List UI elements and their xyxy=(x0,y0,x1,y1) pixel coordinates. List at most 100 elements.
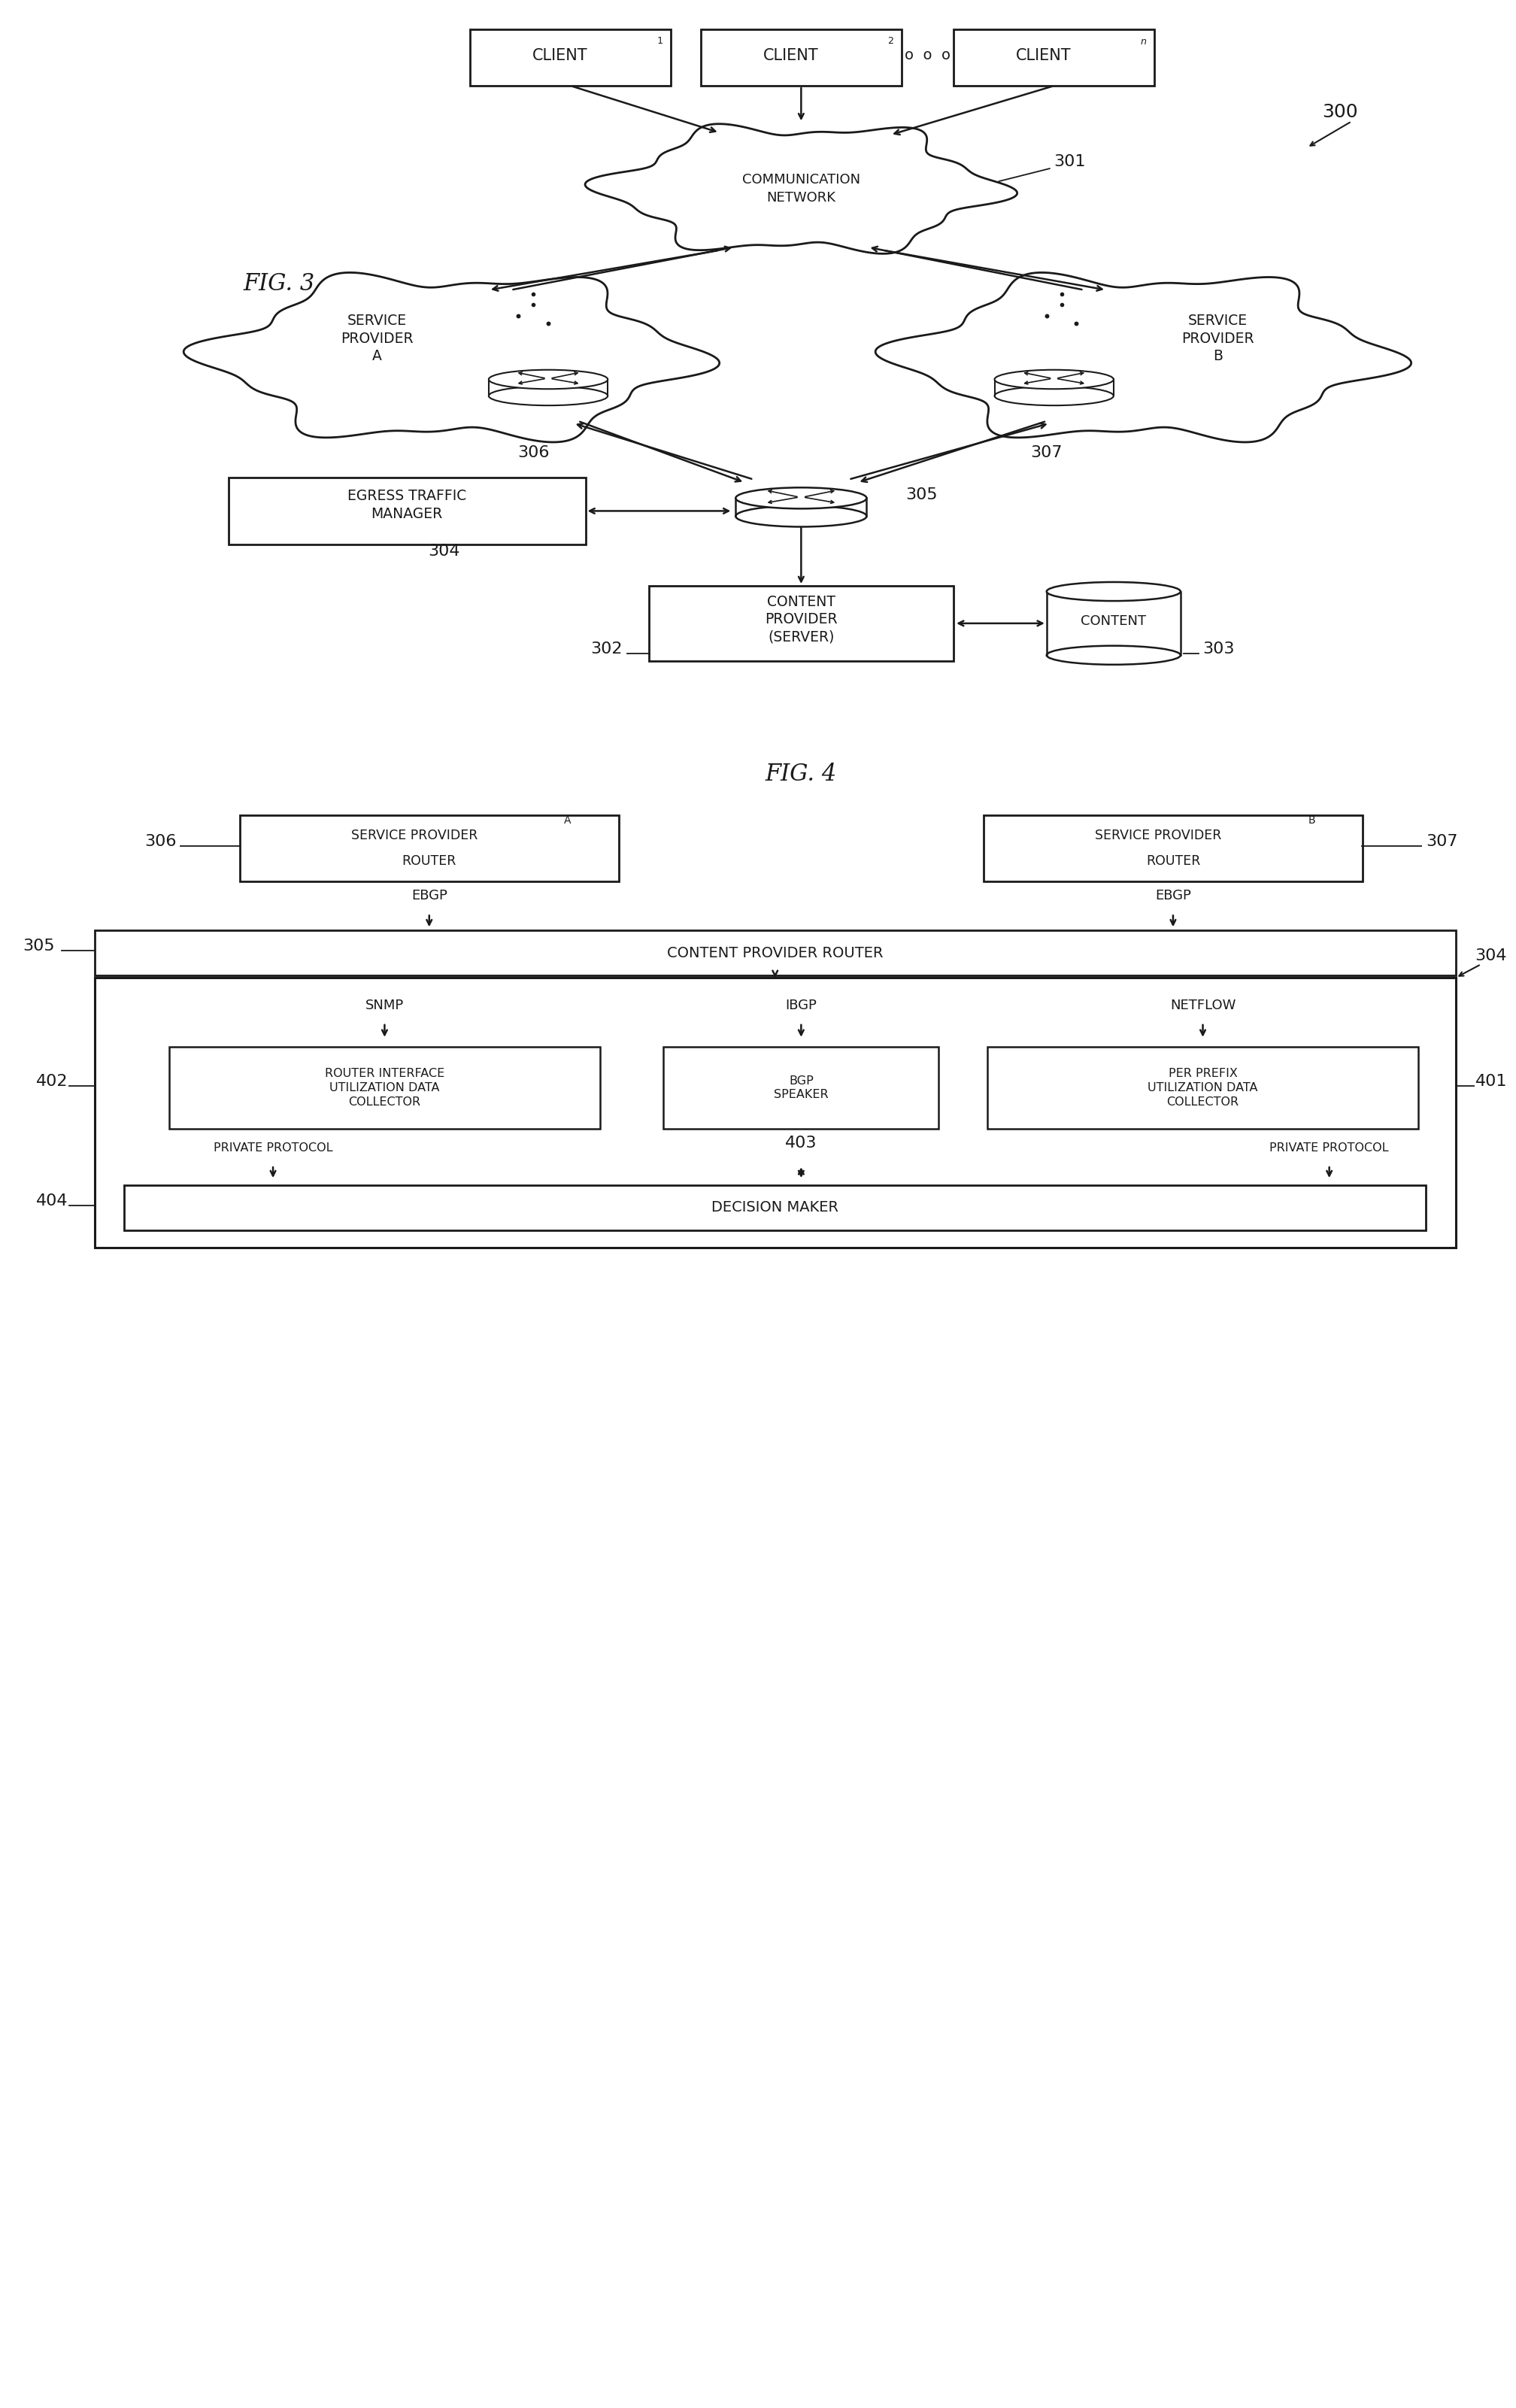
Text: CLIENT: CLIENT xyxy=(1016,48,1072,63)
Text: CONTENT PROVIDER ROUTER: CONTENT PROVIDER ROUTER xyxy=(667,946,884,961)
FancyBboxPatch shape xyxy=(664,1047,938,1129)
Ellipse shape xyxy=(256,330,394,378)
Ellipse shape xyxy=(509,330,647,378)
FancyBboxPatch shape xyxy=(1046,592,1181,655)
Ellipse shape xyxy=(948,330,1085,378)
Text: CLIENT: CLIENT xyxy=(763,48,819,63)
Ellipse shape xyxy=(1228,352,1358,395)
Ellipse shape xyxy=(488,371,608,390)
Ellipse shape xyxy=(434,311,617,373)
Text: $_2$: $_2$ xyxy=(887,31,894,46)
Text: 305: 305 xyxy=(905,489,937,503)
Ellipse shape xyxy=(520,335,669,388)
FancyBboxPatch shape xyxy=(994,380,1114,395)
Ellipse shape xyxy=(870,183,975,217)
Text: 303: 303 xyxy=(1202,641,1234,657)
Ellipse shape xyxy=(714,144,870,195)
Ellipse shape xyxy=(236,352,367,395)
Text: ROUTER INTERFACE
UTILIZATION DATA
COLLECTOR: ROUTER INTERFACE UTILIZATION DATA COLLEC… xyxy=(324,1069,444,1108)
Text: EBGP: EBGP xyxy=(1155,889,1192,903)
Ellipse shape xyxy=(271,315,631,409)
Ellipse shape xyxy=(343,299,537,364)
FancyBboxPatch shape xyxy=(94,978,1455,1247)
Text: ROUTER: ROUTER xyxy=(1146,855,1201,867)
Text: $_1$: $_1$ xyxy=(656,31,662,46)
Text: 404: 404 xyxy=(36,1194,68,1209)
Text: 401: 401 xyxy=(1475,1074,1507,1088)
Text: 403: 403 xyxy=(785,1137,817,1151)
Text: 305: 305 xyxy=(23,939,55,954)
Text: 300: 300 xyxy=(1322,104,1358,120)
Text: PRIVATE PROTOCOL: PRIVATE PROTOCOL xyxy=(214,1141,332,1153)
Ellipse shape xyxy=(235,335,382,388)
Ellipse shape xyxy=(994,371,1114,390)
Text: SNMP: SNMP xyxy=(365,999,403,1011)
Ellipse shape xyxy=(847,166,960,205)
Ellipse shape xyxy=(929,352,1058,395)
FancyBboxPatch shape xyxy=(987,1047,1419,1129)
Text: o  o  o: o o o xyxy=(905,48,951,63)
Ellipse shape xyxy=(1046,645,1181,665)
Text: DECISION MAKER: DECISION MAKER xyxy=(711,1202,838,1216)
Text: PRIVATE PROTOCOL: PRIVATE PROTOCOL xyxy=(1270,1141,1389,1153)
Text: ROUTER: ROUTER xyxy=(402,855,456,867)
Text: 307: 307 xyxy=(1427,833,1458,850)
Ellipse shape xyxy=(994,385,1114,405)
Text: SERVICE
PROVIDER
A: SERVICE PROVIDER A xyxy=(341,313,414,364)
FancyBboxPatch shape xyxy=(229,477,585,544)
Ellipse shape xyxy=(1125,311,1310,373)
Ellipse shape xyxy=(488,385,608,405)
FancyBboxPatch shape xyxy=(470,29,672,87)
Ellipse shape xyxy=(643,166,755,205)
Ellipse shape xyxy=(656,157,946,229)
Text: CLIENT: CLIENT xyxy=(532,48,588,63)
Text: 304: 304 xyxy=(428,544,459,559)
Ellipse shape xyxy=(1201,330,1339,378)
Ellipse shape xyxy=(626,173,746,212)
Text: CONTENT
PROVIDER
(SERVER): CONTENT PROVIDER (SERVER) xyxy=(764,595,837,645)
Text: FIG. 4: FIG. 4 xyxy=(766,763,837,785)
Ellipse shape xyxy=(926,335,1075,388)
Text: COMMUNICATION
NETWORK: COMMUNICATION NETWORK xyxy=(741,173,860,205)
Text: $_n$: $_n$ xyxy=(1140,31,1146,46)
Text: 302: 302 xyxy=(591,641,623,657)
FancyBboxPatch shape xyxy=(649,585,954,660)
Ellipse shape xyxy=(787,154,935,200)
Text: EGRESS TRAFFIC
MANAGER: EGRESS TRAFFIC MANAGER xyxy=(347,489,467,520)
Ellipse shape xyxy=(1213,335,1360,388)
FancyBboxPatch shape xyxy=(700,29,902,87)
Text: SERVICE PROVIDER: SERVICE PROVIDER xyxy=(1095,828,1222,843)
Ellipse shape xyxy=(537,352,666,395)
Ellipse shape xyxy=(628,183,732,217)
Text: SERVICE
PROVIDER
B: SERVICE PROVIDER B xyxy=(1181,313,1254,364)
Ellipse shape xyxy=(966,308,1160,376)
Text: FIG. 3: FIG. 3 xyxy=(243,272,315,296)
Ellipse shape xyxy=(274,308,467,376)
Text: SERVICE PROVIDER: SERVICE PROVIDER xyxy=(352,828,478,843)
Text: B: B xyxy=(1308,814,1314,826)
Text: 301: 301 xyxy=(1054,154,1085,169)
Text: IBGP: IBGP xyxy=(785,999,817,1011)
FancyBboxPatch shape xyxy=(984,816,1363,881)
Text: 307: 307 xyxy=(1031,445,1063,460)
Ellipse shape xyxy=(1035,299,1228,364)
Ellipse shape xyxy=(857,173,976,212)
Text: NETFLOW: NETFLOW xyxy=(1170,999,1236,1011)
Ellipse shape xyxy=(658,152,814,202)
FancyBboxPatch shape xyxy=(488,380,608,395)
Text: BGP
SPEAKER: BGP SPEAKER xyxy=(773,1076,828,1100)
Text: CONTENT: CONTENT xyxy=(1081,614,1146,628)
Text: 304: 304 xyxy=(1475,949,1507,963)
FancyBboxPatch shape xyxy=(735,498,867,515)
FancyBboxPatch shape xyxy=(240,816,619,881)
FancyBboxPatch shape xyxy=(94,929,1455,975)
Ellipse shape xyxy=(735,506,867,527)
Ellipse shape xyxy=(1046,583,1181,602)
Text: A: A xyxy=(564,814,572,826)
FancyBboxPatch shape xyxy=(954,29,1155,87)
Ellipse shape xyxy=(735,486,867,508)
Text: 306: 306 xyxy=(144,833,176,850)
Text: PER PREFIX
UTILIZATION DATA
COLLECTOR: PER PREFIX UTILIZATION DATA COLLECTOR xyxy=(1148,1069,1258,1108)
Text: 402: 402 xyxy=(36,1074,68,1088)
Ellipse shape xyxy=(964,315,1323,409)
